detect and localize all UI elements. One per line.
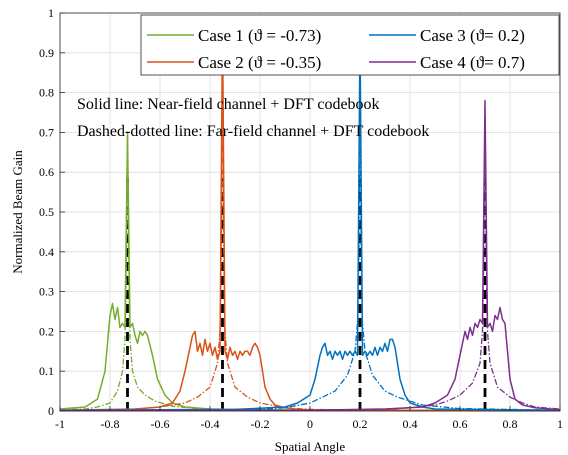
y-tick-label: 0.2 [39, 324, 54, 338]
series-line-case-1-near-field [59, 131, 560, 412]
y-axis-label: Normalized Beam Gain [10, 150, 25, 274]
reference-lines [126, 176, 487, 411]
series-group [59, 20, 561, 412]
x-axis-label: Spatial Angle [275, 439, 346, 454]
y-tick-label: 0.3 [39, 285, 54, 299]
y-tick-label: 0.4 [39, 245, 54, 259]
legend-label-case-4: Case 4 (ϑ= 0.7) [420, 53, 525, 72]
y-tick-label: 0 [48, 404, 54, 418]
series-line-case-4-near-field [59, 99, 561, 412]
x-tick-label: 0.8 [503, 417, 518, 431]
series-line-case-3-near-field [59, 32, 561, 411]
x-tick-label: 0.4 [403, 417, 418, 431]
legend-label-case-3: Case 3 (ϑ= 0.2) [420, 26, 525, 45]
legend-label-case-1: Case 1 (ϑ = -0.73) [198, 26, 321, 45]
x-tick-label: -0.2 [251, 417, 270, 431]
annotation-dashed-line: Dashed-dotted line: Far-field channel + … [77, 123, 429, 140]
y-tick-label: 0.8 [39, 86, 54, 100]
x-tick-label: -0.6 [151, 417, 170, 431]
y-tick-label: 0.5 [39, 205, 54, 219]
tick-labels: -1 -0.8 -0.6 -0.4 -0.2 0 0.2 0.4 0.6 0.8 1 0 0.1 0.2 0… [39, 6, 563, 431]
x-tick-label: -1 [55, 417, 65, 431]
legend: Case 1 (ϑ = -0.73) Case 3 (ϑ= 0.2) Case … [140, 14, 560, 76]
x-tick-label: 0.2 [353, 417, 368, 431]
x-tick-label: 1 [557, 417, 563, 431]
x-tick-label: 0 [307, 417, 313, 431]
tick-marks [59, 12, 561, 412]
legend-label-case-2: Case 2 (ϑ = -0.35) [198, 53, 321, 72]
y-tick-label: 0.6 [39, 165, 54, 179]
y-tick-label: 0.1 [39, 364, 54, 378]
y-tick-label: 0.7 [39, 125, 54, 139]
series-line-case-1-far-field [59, 135, 560, 412]
y-tick-label: 0.9 [39, 46, 54, 60]
series-line-case-2-near-field [59, 20, 561, 412]
x-tick-label: -0.8 [101, 417, 120, 431]
annotation-solid-line: Solid line: Near-field channel + DFT cod… [77, 96, 380, 113]
x-tick-label: -0.4 [201, 417, 220, 431]
legend-box [140, 14, 560, 76]
x-tick-label: 0.6 [453, 417, 468, 431]
y-tick-label: 1 [48, 6, 54, 20]
